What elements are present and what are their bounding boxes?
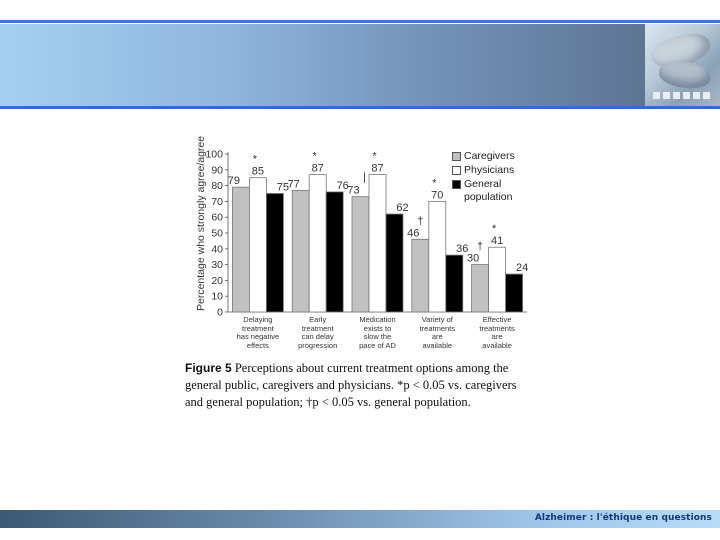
category-label-line: treatments (479, 323, 515, 333)
y-tick-label: 10 (211, 291, 223, 303)
footer-bar: Alzheimer : l'éthique en questions (0, 510, 720, 528)
data-label: 75 (277, 182, 289, 194)
top-accent-line (0, 20, 720, 23)
category-label-line: Medication (359, 315, 396, 324)
category-label: Delaying treatment has negative effects (226, 315, 290, 350)
category-label: Early treatment can delay progression (286, 315, 350, 350)
data-label: 79 (228, 175, 240, 187)
data-label: 77 (288, 178, 300, 190)
data-label: 62 (396, 202, 408, 214)
bar-general-population (266, 193, 284, 313)
bar-caregivers (411, 238, 430, 313)
y-tick-label: 100 (205, 149, 223, 161)
data-label: 76 (337, 180, 349, 192)
y-tick-label: 70 (211, 196, 223, 208)
legend-label-line: General (464, 178, 502, 190)
bar-physicians (249, 177, 267, 313)
bar-physicians (428, 201, 447, 313)
significance-marker: | (363, 172, 366, 184)
legend-swatch (452, 180, 461, 189)
category-label-line: treatment (301, 323, 334, 333)
data-label: 87 (371, 163, 383, 175)
y-tick-label: 50 (211, 228, 223, 240)
hands-photo-icon (645, 24, 720, 109)
bar-physicians (488, 246, 507, 313)
significance-marker: * (253, 154, 258, 166)
category-label-line: Variety of (421, 315, 453, 324)
category-label-line: treatments (419, 323, 456, 333)
bar-physicians (308, 174, 327, 313)
figure-label: Figure 5 (185, 361, 232, 375)
category-label-line: has negative (236, 332, 280, 341)
data-label: 85 (252, 166, 264, 178)
bar-general-population (505, 273, 524, 313)
bar-general-population (385, 213, 404, 313)
category-label-line: Early (309, 315, 327, 324)
legend-swatch (452, 166, 461, 175)
bar-caregivers (351, 196, 370, 313)
significance-marker: * (492, 223, 497, 235)
y-tick-label: 20 (211, 275, 223, 287)
category-label-line: are (431, 332, 443, 341)
bar-caregivers (471, 264, 490, 313)
category-label-line: slow the (363, 332, 392, 341)
significance-marker: * (372, 151, 377, 163)
significance-marker: † (477, 241, 483, 253)
data-label: 46 (407, 227, 419, 239)
category-label-line: progression (298, 340, 338, 350)
legend-label-line: population (464, 191, 513, 203)
data-label: 36 (456, 243, 468, 255)
y-tick-label: 80 (211, 180, 223, 192)
category-label-line: Delaying (243, 315, 273, 324)
bar-chart: Percentage who strongly agree/agree 0 10 2… (180, 134, 540, 360)
category-label-line: available (422, 340, 453, 350)
category-label-line: pace of AD (359, 340, 396, 350)
legend-label: Physicians (464, 164, 514, 177)
bar-caregivers (291, 189, 310, 313)
data-label: 73 (347, 185, 359, 197)
significance-marker: * (432, 177, 437, 189)
data-label: 24 (516, 262, 528, 274)
chart-canvas: 01020304050607080901007985*757787*767387… (205, 149, 528, 319)
legend-label: General population (464, 178, 512, 204)
y-tick-label: 40 (211, 243, 223, 255)
bar-caregivers (232, 186, 250, 313)
category-label: Variety of treatments are available (405, 315, 469, 350)
category-label: Medication exists to slow the pace of AD (346, 315, 410, 350)
bar-physicians (368, 174, 387, 313)
category-label-line: exists to (363, 323, 392, 333)
y-tick-label: 90 (211, 164, 223, 176)
data-label: 30 (467, 253, 479, 265)
category-label-line: are (491, 332, 503, 341)
category-label-line: can delay (301, 332, 334, 341)
data-label: 41 (491, 235, 503, 247)
footer-text: Alzheimer : l'éthique en questions (534, 513, 712, 523)
data-label: 70 (431, 189, 443, 201)
legend-label-line: Physicians (464, 164, 515, 176)
caption-text: Perceptions about current treatment opti… (185, 361, 517, 409)
category-label: Effective treatments are available (465, 315, 529, 350)
category-label-line: available (482, 340, 512, 350)
data-label: 87 (312, 163, 324, 175)
header-banner (0, 24, 645, 109)
figure-caption: Figure 5 Perceptions about current treat… (185, 360, 535, 411)
category-label-line: effects (246, 340, 269, 350)
bar-general-population (445, 254, 464, 313)
significance-marker: * (313, 151, 318, 163)
category-label-line: treatment (242, 323, 274, 333)
y-tick-label: 30 (211, 259, 223, 271)
bar-general-population (325, 191, 344, 313)
legend-label: Caregivers (464, 150, 515, 163)
y-tick-label: 0 (217, 307, 223, 319)
category-label-line: Effective (482, 315, 512, 324)
legend-swatch (452, 152, 461, 161)
legend-label-line: Caregivers (464, 150, 515, 162)
significance-marker: † (417, 215, 423, 227)
y-tick-label: 60 (211, 212, 223, 224)
